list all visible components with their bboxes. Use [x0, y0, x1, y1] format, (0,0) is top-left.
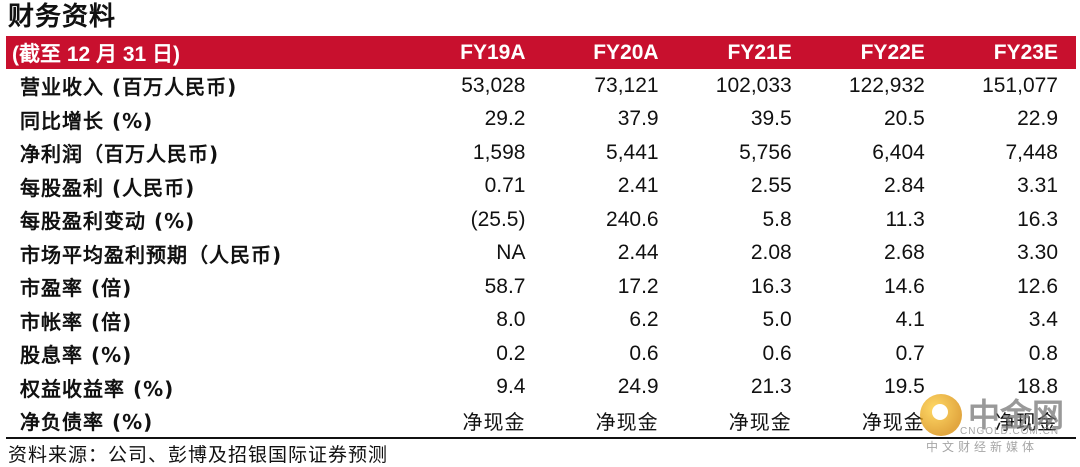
table-cell: 20.5	[883, 107, 925, 131]
table-header-row: (截至 12 月 31 日) FY19A FY20A FY21E FY22E F…	[6, 36, 1076, 69]
table-row: 股息率 (%) 0.2 0.6 0.6 0.7 0.8	[6, 337, 1076, 371]
table-cell: 58.7	[484, 274, 526, 298]
table-cell: 3.31	[1017, 174, 1058, 198]
table-cell: 240.6	[606, 207, 659, 231]
table-cell: 12.6	[1017, 274, 1058, 298]
page-title: 财务资料	[8, 2, 117, 32]
header-cell: FY19A	[460, 40, 526, 64]
table-cell: 102,033	[715, 73, 792, 97]
table-cell: 5,756	[739, 140, 792, 164]
header-cell: FY20A	[593, 40, 659, 64]
row-label: 市帐率 (倍)	[20, 309, 133, 334]
table-cell: 2.84	[883, 174, 925, 198]
table-cell: 17.2	[617, 274, 659, 298]
table-cell: 73,121	[594, 73, 659, 97]
table-cell: 净现金	[676, 404, 810, 439]
table-cell: NA	[496, 241, 526, 265]
table-cell: 122,932	[848, 73, 925, 97]
table-cell: 151,077	[982, 73, 1058, 97]
table-cell: 0.2	[496, 341, 526, 365]
table-row: 市场平均盈利预期（人民币) NA 2.44 2.08 2.68 3.30	[6, 237, 1076, 271]
table-row: 每股盈利变动 (%) (25.5) 240.6 5.8 11.3 16.3	[6, 203, 1076, 237]
table-cell: 5,441	[606, 140, 659, 164]
table-cell: 6.2	[629, 308, 659, 332]
source-note: 资料来源：公司、彭博及招银国际证券预测	[8, 444, 389, 466]
table-row: 市帐率 (倍) 8.0 6.2 5.0 4.1 3.4	[6, 304, 1076, 338]
table-cell: 1,598	[472, 140, 526, 164]
row-label: 市场平均盈利预期（人民币)	[20, 242, 283, 267]
table-cell: 37.9	[617, 107, 659, 131]
table-cell: 2.55	[750, 174, 792, 198]
watermark-tagline: 中文财经新媒体	[926, 440, 1039, 454]
table-cell: 6,404	[872, 140, 925, 164]
financial-table: (截至 12 月 31 日) FY19A FY20A FY21E FY22E F…	[6, 36, 1076, 439]
table-row: 营业收入 (百万人民币) 53,028 73,121 102,033 122,932 15…	[6, 69, 1076, 103]
table-cell: 0.6	[629, 341, 659, 365]
table-cell: 11.3	[885, 207, 925, 231]
table-cell: 2.68	[883, 241, 925, 265]
header-cell: FY23E	[993, 40, 1058, 64]
table-cell: 2.44	[617, 241, 659, 265]
table-cell: 2.08	[750, 241, 792, 265]
table-cell: 16.3	[750, 274, 792, 298]
table-row: 每股盈利 (人民币) 0.71 2.41 2.55 2.84 3.31	[6, 170, 1076, 204]
table-cell: 21.3	[750, 375, 792, 399]
table-cell: 3.30	[1017, 241, 1058, 265]
table-cell: 9.4	[496, 375, 526, 399]
table-cell: 净现金	[942, 404, 1076, 439]
row-label: 同比增长 (%)	[20, 108, 154, 133]
row-label: 权益收益率 (%)	[20, 376, 175, 401]
table-cell: 净现金	[410, 404, 544, 439]
table-cell: 2.41	[617, 174, 659, 198]
header-cell: (截至 12 月 31 日)	[12, 42, 181, 66]
row-label: 股息率 (%)	[20, 343, 133, 368]
table-cell: 53,028	[461, 73, 526, 97]
table-cell: 29.2	[484, 107, 526, 131]
table-row: 市盈率 (倍) 58.7 17.2 16.3 14.6 12.6	[6, 270, 1076, 304]
table-cell: 3.4	[1028, 308, 1058, 332]
table-cell: 22.9	[1017, 107, 1058, 131]
header-cell: FY21E	[727, 40, 792, 64]
table-cell: 0.6	[762, 341, 792, 365]
table-row: 净负债率 (%) 净现金 净现金 净现金 净现金 净现金	[6, 404, 1076, 439]
watermark: 中金网 CNGOLD.COM.CN 中文财经新媒体	[920, 392, 1070, 462]
row-label: 每股盈利 (人民币)	[20, 175, 196, 200]
watermark-name: 中金网	[968, 396, 1065, 434]
table-cell: (25.5)	[470, 207, 526, 231]
coin-logo-icon	[920, 394, 962, 436]
row-label: 净负债率 (%)	[6, 404, 411, 439]
table-cell: 16.3	[1017, 207, 1058, 231]
table-cell: 0.7	[895, 341, 925, 365]
header-cell: FY22E	[860, 40, 925, 64]
table-cell: 14.6	[883, 274, 925, 298]
table-cell: 18.8	[1017, 375, 1058, 399]
table-row: 同比增长 (%) 29.2 37.9 39.5 20.5 22.9	[6, 103, 1076, 137]
table-cell: 19.5	[883, 375, 925, 399]
row-label: 每股盈利变动 (%)	[20, 209, 196, 234]
table-cell: 净现金	[543, 404, 677, 439]
table-cell: 5.0	[762, 308, 792, 332]
table-cell: 39.5	[750, 107, 792, 131]
table-cell: 4.1	[895, 308, 925, 332]
table-cell: 0.8	[1028, 341, 1058, 365]
row-label: 市盈率 (倍)	[20, 276, 133, 301]
row-label: 净利润（百万人民币)	[20, 142, 220, 167]
table-row: 权益收益率 (%) 9.4 24.9 21.3 19.5 18.8	[6, 371, 1076, 405]
table-cell: 8.0	[496, 308, 526, 332]
table-cell: 5.8	[762, 207, 792, 231]
table-row: 净利润（百万人民币) 1,598 5,441 5,756 6,404 7,448	[6, 136, 1076, 170]
table-cell: 0.71	[484, 174, 526, 198]
row-label: 营业收入 (百万人民币)	[20, 75, 238, 100]
watermark-url: CNGOLD.COM.CN	[960, 426, 1060, 437]
table-cell: 24.9	[617, 375, 659, 399]
table-cell: 7,448	[1005, 140, 1058, 164]
